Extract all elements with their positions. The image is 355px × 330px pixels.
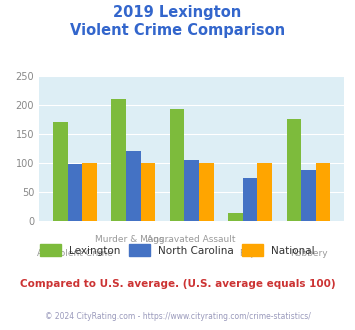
Bar <box>53 122 67 221</box>
Bar <box>82 163 97 221</box>
Bar <box>228 213 243 221</box>
Bar <box>126 151 141 221</box>
Bar <box>141 163 155 221</box>
Text: Aggravated Assault: Aggravated Assault <box>147 235 236 244</box>
Bar <box>301 170 316 221</box>
Bar <box>184 160 199 221</box>
Legend: Lexington, North Carolina, National: Lexington, North Carolina, National <box>40 245 315 256</box>
Bar <box>316 163 331 221</box>
Text: Rape: Rape <box>239 249 262 258</box>
Bar <box>111 99 126 221</box>
Text: Murder & Mans...: Murder & Mans... <box>94 235 172 244</box>
Bar <box>199 163 214 221</box>
Text: 2019 Lexington: 2019 Lexington <box>113 5 242 20</box>
Text: All Violent Crime: All Violent Crime <box>37 249 113 258</box>
Bar <box>243 178 257 221</box>
Bar <box>257 163 272 221</box>
Bar <box>67 164 82 221</box>
Text: Compared to U.S. average. (U.S. average equals 100): Compared to U.S. average. (U.S. average … <box>20 279 335 289</box>
Text: © 2024 CityRating.com - https://www.cityrating.com/crime-statistics/: © 2024 CityRating.com - https://www.city… <box>45 312 310 321</box>
Text: Robbery: Robbery <box>290 249 327 258</box>
Bar <box>170 109 184 221</box>
Bar <box>286 119 301 221</box>
Text: Violent Crime Comparison: Violent Crime Comparison <box>70 23 285 38</box>
